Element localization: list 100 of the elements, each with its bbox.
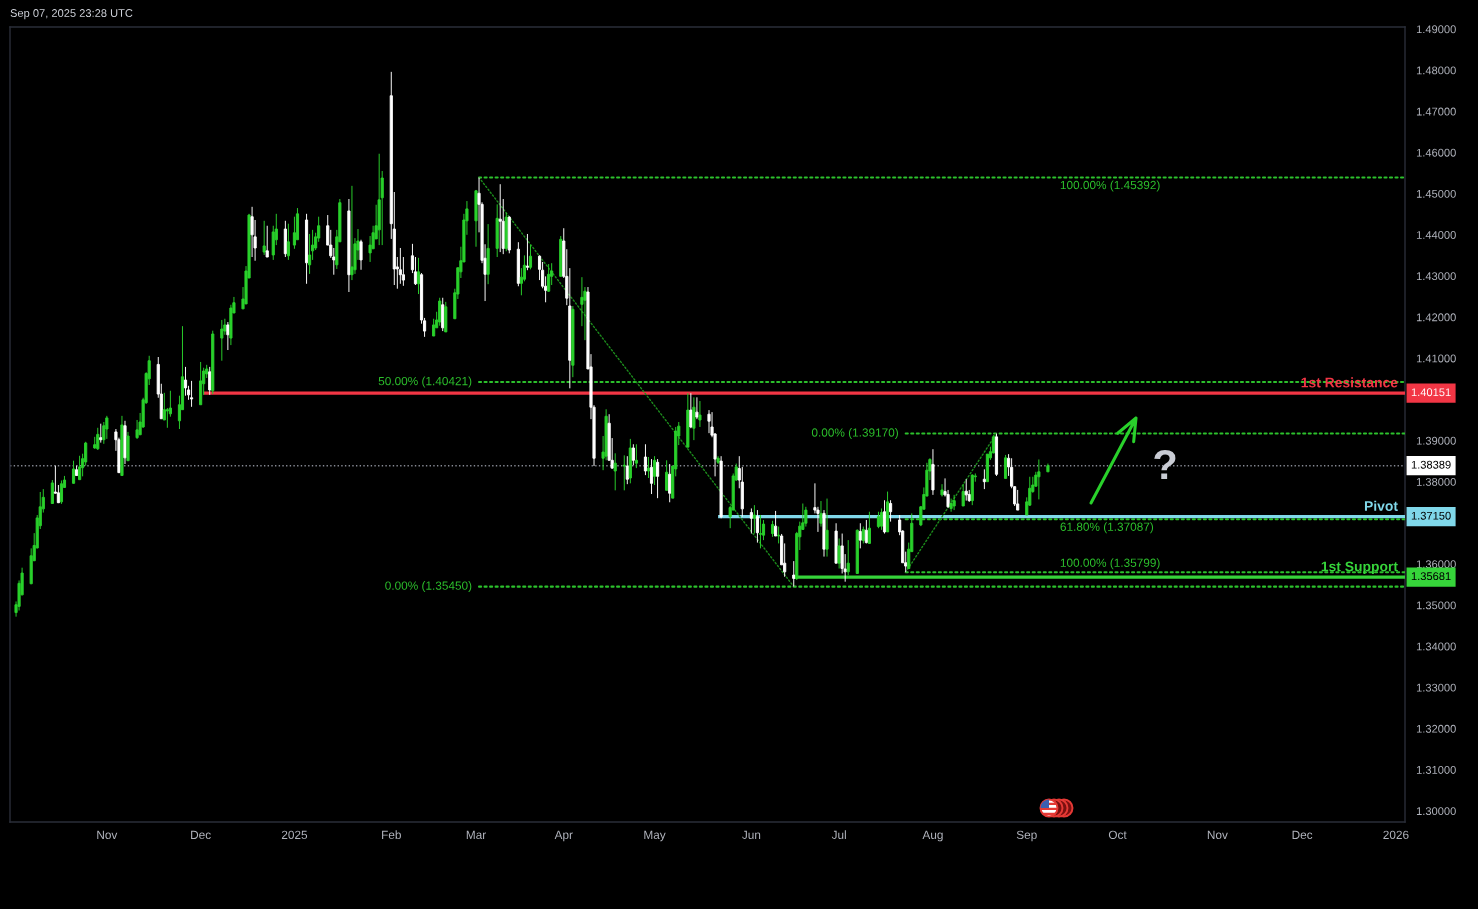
candlestick [262,220,266,256]
candlestick [625,455,629,485]
candlestick [504,212,508,252]
candlestick [855,528,859,574]
y-tick-label: 1.30000 [1416,807,1456,816]
candlestick [50,479,54,505]
candlestick [655,458,660,499]
candlestick [940,483,944,497]
candlestick [889,499,893,523]
candlestick [59,479,64,505]
candlestick [982,468,986,490]
candlestick [250,206,254,258]
series-label: 61.80% (1.37087) [1060,522,1154,534]
y-tick-label: 1.42000 [1416,313,1456,322]
ref-line-label: 1.38389 [1411,460,1451,469]
candlestick [689,392,693,429]
candlestick [649,458,654,495]
candlestick [707,409,711,434]
x-tick-label: Oct [1108,830,1127,839]
chart-title: Sep 07, 2025 23:28 UTC [10,9,133,20]
candlestick [834,522,838,564]
x-tick-label: 2025 [281,830,308,839]
candlestick [265,225,269,258]
candlestick [825,498,829,558]
series-label: 0.00% (1.39170) [811,428,898,440]
candlestick [304,213,309,285]
y-tick-label: 1.39000 [1416,436,1456,445]
candlestick [359,239,363,271]
candlestick [74,465,79,477]
candlestick [716,455,720,465]
y-tick-label: 1.32000 [1416,724,1456,733]
x-tick-label: Aug [922,830,943,842]
candlestick [864,519,868,544]
x-tick-label: Apr [554,830,573,842]
candlestick [961,483,965,507]
candlestick [498,183,502,253]
candlestick [199,361,203,406]
candlestick [78,455,82,481]
candlestick [486,223,490,285]
x-tick-label: Dec [191,830,211,839]
candlestick [752,504,756,535]
data-label: 1.37150 [1411,511,1451,520]
legend-label: 1st Support [1321,561,1398,575]
y-tick-label: 1.44000 [1416,231,1456,239]
y-tick-label: 1.47000 [1416,107,1456,116]
y-tick-label: 1.35000 [1416,601,1456,610]
y-tick-label: 1.48000 [1416,66,1456,75]
candlestick [646,456,651,479]
candlestick [183,366,188,397]
candlestick [879,507,884,531]
candlestick [858,522,862,549]
series-label: 0.00% (1.35450) [385,581,472,593]
y-tick-label: 1.31000 [1416,766,1456,774]
candlestick [189,380,194,408]
candlestick [99,423,103,444]
candlestick [631,443,635,466]
x-tick-label: Feb [382,830,401,839]
candlestick [211,330,215,395]
x-tick-label: Nov [1207,830,1228,839]
candlestick [120,415,124,477]
y-tick-label: 1.36000 [1416,560,1456,569]
y-tick-label: 1.45000 [1416,189,1456,198]
candlestick [559,235,563,277]
x-tick-label: Jun [742,830,761,839]
candlestick [208,366,212,396]
series-label: 100.00% (1.45392) [1060,180,1160,192]
candlestick [613,452,617,491]
x-tick-label: Jul [831,830,846,839]
candlestick [876,511,881,529]
series-label: 50.00% (1.40421) [378,376,472,388]
candlestick [749,507,753,535]
candlestick [770,520,775,538]
candlestick [350,185,354,281]
candlestick [837,537,841,570]
candlestick [686,392,690,448]
x-tick-label: 2026 [1383,830,1409,839]
candlestick [495,203,499,258]
candlestick [547,263,551,293]
candlestick [622,454,626,491]
candlestick [226,321,230,351]
x-tick-label: May [644,830,666,842]
candlestick [695,396,699,420]
candlestick [71,460,76,485]
candlestick [822,509,826,558]
candlestick [1003,454,1008,479]
candlestick [952,494,956,511]
y-tick-label: 1.49000 [1416,25,1456,34]
y-tick-label: 1.46000 [1416,148,1456,157]
candlestick [885,491,890,533]
candlestick [819,500,823,528]
x-tick-label: Mar [466,830,486,839]
candlestick [867,511,871,544]
candlestick [665,459,669,491]
candlestick [474,189,478,248]
candlestick [846,539,850,576]
data-label: 1.40151 [1411,388,1451,397]
candlestick [668,463,672,503]
candlestick [441,297,445,332]
candlestick [949,498,953,513]
candlestick [719,455,723,519]
